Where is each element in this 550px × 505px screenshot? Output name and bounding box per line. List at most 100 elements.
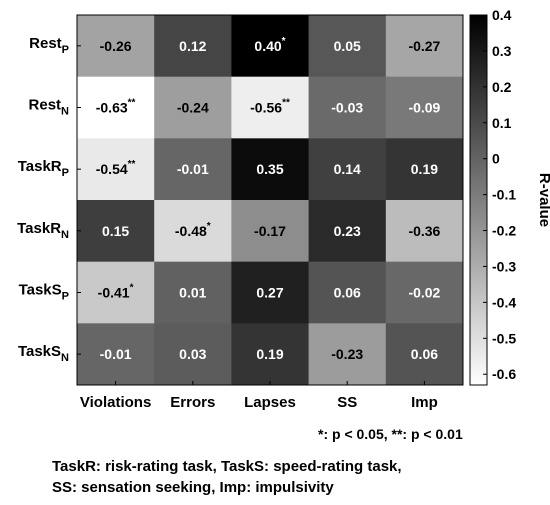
- significance-marker: *: [282, 36, 286, 47]
- row-label: TaskRP: [18, 158, 69, 179]
- heatmap-cell: [77, 261, 155, 324]
- heatmap-cell: [308, 323, 387, 386]
- cell-label: 0.19: [256, 346, 283, 362]
- cell-label: -0.01: [100, 346, 132, 362]
- significance-marker: **: [128, 98, 136, 109]
- heatmap-cell: [385, 261, 464, 324]
- colorbar-tick-label: 0.1: [492, 115, 512, 131]
- cell-label: -0.36: [408, 223, 440, 239]
- cell-label: 0.27: [256, 285, 283, 301]
- heatmap-cell: [308, 261, 387, 324]
- cell-label: 0.19: [411, 161, 438, 177]
- heatmap-cell: [231, 76, 310, 139]
- row-label: TaskSP: [19, 282, 69, 303]
- cell-label: 0.23: [334, 223, 361, 239]
- significance-marker: **: [282, 98, 290, 109]
- row-label-subscript: P: [62, 291, 69, 303]
- row-label: TaskRN: [17, 220, 69, 241]
- cell-label: -0.09: [408, 100, 440, 116]
- row-label-subscript: P: [62, 44, 69, 56]
- heatmap-cell: [308, 76, 387, 139]
- significance-marker: *: [130, 283, 134, 294]
- heatmap-cell: [154, 15, 232, 78]
- cell-label: -0.48*: [175, 221, 211, 239]
- row-label: TaskSN: [18, 343, 69, 364]
- column-label: Imp: [411, 394, 438, 411]
- significance-marker: **: [128, 159, 136, 170]
- significance-note: *: p < 0.05, **: p < 0.01: [318, 426, 463, 442]
- cell-label: 0.05: [334, 38, 361, 54]
- colorbar-tick-label: 0: [492, 151, 500, 167]
- heatmap-cell: [231, 15, 310, 78]
- cell-label: -0.26: [100, 38, 132, 54]
- colorbar-tick-label: -0.5: [492, 330, 516, 346]
- heatmap-cell: [385, 200, 464, 263]
- column-label: SS: [337, 394, 357, 411]
- heatmap-cell: [154, 261, 232, 324]
- heatmap-cell: [385, 76, 464, 139]
- heatmap-cell: [308, 138, 387, 201]
- colorbar-tick-label: 0.3: [492, 43, 512, 59]
- cell-label: -0.03: [331, 100, 363, 116]
- cell-label: -0.56**: [250, 98, 290, 116]
- heatmap-cell: [308, 200, 387, 263]
- colorbar-tick-label: -0.1: [492, 187, 516, 203]
- cell-label: -0.63**: [96, 98, 136, 116]
- row-label-subscript: N: [61, 352, 69, 364]
- cell-label: 0.06: [411, 346, 438, 362]
- heatmap-cell: [308, 15, 387, 78]
- cell-label: -0.54**: [96, 159, 136, 177]
- row-label: RestN: [29, 97, 70, 118]
- heatmap-cell: [231, 261, 310, 324]
- colorbar-tick-label: -0.2: [492, 223, 516, 239]
- colorbar: [469, 14, 488, 386]
- heatmap-cell: [77, 323, 155, 386]
- cell-label: -0.01: [177, 161, 209, 177]
- caption-line-2: SS: sensation seeking, Imp: impulsivity: [52, 479, 334, 496]
- colorbar-tick-label: 0.4: [492, 7, 512, 23]
- row-label-subscript: N: [61, 106, 69, 118]
- heatmap-cell: [231, 138, 310, 201]
- cell-label: 0.03: [179, 346, 206, 362]
- colorbar-tick-label: -0.4: [492, 294, 516, 310]
- cell-label: 0.15: [102, 223, 129, 239]
- cell-label: -0.02: [408, 285, 440, 301]
- cell-label: 0.14: [334, 161, 361, 177]
- cell-label: -0.41*: [98, 283, 134, 301]
- cell-label: 0.35: [256, 161, 283, 177]
- heatmap-cell: [231, 323, 310, 386]
- caption: TaskR: risk-rating task, TaskS: speed-ra…: [52, 456, 402, 498]
- heatmap-cell: [154, 76, 232, 139]
- cell-label: 0.06: [334, 285, 361, 301]
- heatmap-cell: [154, 323, 232, 386]
- cell-label: 0.12: [179, 38, 206, 54]
- column-label: Violations: [80, 394, 151, 411]
- cell-label: -0.24: [177, 100, 209, 116]
- row-label-subscript: N: [61, 229, 69, 241]
- cell-label: 0.40*: [254, 36, 285, 54]
- row-label-subscript: P: [62, 167, 69, 179]
- heatmap-cell: [77, 76, 155, 139]
- heatmap-cell: [385, 15, 464, 78]
- colorbar-tick-label: -0.3: [492, 258, 516, 274]
- heatmap-cell: [77, 138, 155, 201]
- heatmap-cell: [385, 138, 464, 201]
- heatmap-cell: [154, 200, 232, 263]
- significance-marker: *: [207, 221, 211, 232]
- cell-label: -0.27: [408, 38, 440, 54]
- heatmap-cell: [77, 200, 155, 263]
- caption-line-1: TaskR: risk-rating task, TaskS: speed-ra…: [52, 458, 402, 475]
- colorbar-label: R-value: [536, 173, 550, 227]
- heatmap-cell: [231, 200, 310, 263]
- heatmap-cell: [154, 138, 232, 201]
- heatmap-cell: [77, 15, 155, 78]
- row-label: RestP: [29, 35, 69, 56]
- column-label: Errors: [170, 394, 215, 411]
- heatmap-cell: [385, 323, 464, 386]
- colorbar-tick-label: 0.2: [492, 79, 512, 95]
- column-label: Lapses: [244, 394, 296, 411]
- colorbar-tick-label: -0.6: [492, 366, 516, 382]
- cell-label: -0.23: [331, 346, 363, 362]
- cell-label: -0.17: [254, 223, 286, 239]
